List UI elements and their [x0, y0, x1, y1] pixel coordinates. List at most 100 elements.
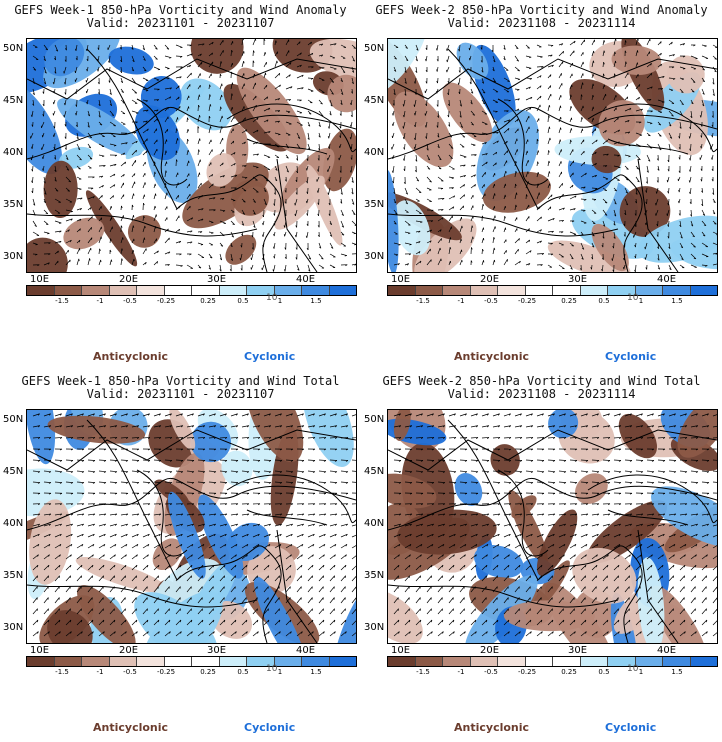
- colorbar-swatch: [470, 657, 498, 666]
- colorbar-tick-label: -1: [457, 668, 465, 676]
- colorbar-swatch: [635, 286, 663, 295]
- vorticity-shading: [27, 410, 356, 643]
- colorbar-swatch: [553, 286, 581, 295]
- colorbar-swatch: [690, 657, 717, 666]
- colorbar-unit: 10: [627, 664, 639, 674]
- latitude-label: 40N: [3, 147, 24, 158]
- colorbar-tick-label: -1.5: [416, 668, 430, 676]
- colorbar-swatch: [525, 657, 553, 666]
- longitude-label: 20E: [480, 645, 500, 656]
- colorbar-swatch: [415, 657, 443, 666]
- colorbar-swatch: [164, 286, 192, 295]
- map-svg: [27, 410, 356, 643]
- latitude-label: 45N: [3, 466, 24, 477]
- colorbar-unit: 10: [627, 293, 639, 303]
- wind-vectors: [391, 39, 717, 272]
- colorbar-swatch: [329, 286, 356, 295]
- colorbar-swatch: [247, 286, 275, 295]
- wind-vectors: [30, 39, 356, 272]
- colorbar-unit: 10: [266, 293, 278, 303]
- map-panel: GEFS Week-2 850-hPa Vorticity and Wind T…: [361, 371, 722, 742]
- latitude-label: 30N: [364, 251, 385, 262]
- map-area: [26, 409, 357, 644]
- colorbar-tick-label: 0.5: [598, 668, 610, 676]
- colorbar-swatch: [415, 286, 443, 295]
- panel-title: GEFS Week-2 850-hPa Vorticity and Wind A…: [375, 3, 708, 17]
- colorbar-swatch: [247, 657, 275, 666]
- colorbar-tick-label: 1.5: [310, 297, 322, 305]
- colorbar-unit: 10: [266, 664, 278, 674]
- colorbar-swatch: [608, 286, 636, 295]
- longitude-label: 30E: [207, 645, 227, 656]
- colorbar-tick-label: -0.25: [517, 668, 537, 676]
- map-svg: [27, 39, 356, 272]
- map-area: [387, 38, 718, 273]
- colorbar-swatch: [109, 657, 137, 666]
- map-panel: GEFS Week-1 850-hPa Vorticity and Wind A…: [0, 0, 361, 371]
- latitude-label: 35N: [3, 199, 24, 210]
- colorbar-swatch: [302, 657, 330, 666]
- cyclonic-label: Cyclonic: [605, 721, 657, 734]
- colorbar-swatch: [137, 657, 165, 666]
- colorbar-tick-label: -0.25: [517, 297, 537, 305]
- colorbar-swatch: [635, 657, 663, 666]
- cyclonic-label: Cyclonic: [244, 350, 296, 363]
- colorbar-swatch: [663, 286, 691, 295]
- colorbar: [26, 285, 357, 296]
- colorbar-tick-label: 0.5: [237, 297, 249, 305]
- colorbar-swatch: [498, 657, 526, 666]
- longitude-label: 10E: [391, 274, 411, 285]
- colorbar-tick-label: -0.5: [484, 297, 498, 305]
- panel-title: GEFS Week-1 850-hPa Vorticity and Wind A…: [14, 3, 347, 17]
- colorbar-tick-label: 0.25: [200, 668, 216, 676]
- panel-valid-dates: Valid: 20231108 - 20231114: [447, 387, 636, 401]
- map-svg: [388, 410, 717, 643]
- colorbar-tick-label: -1: [457, 297, 465, 305]
- colorbar-swatch: [219, 657, 247, 666]
- anticyclonic-label: Anticyclonic: [93, 721, 169, 734]
- anticyclonic-label: Anticyclonic: [93, 350, 169, 363]
- colorbar-tick-label: -1.5: [55, 297, 69, 305]
- vorticity-shading: [388, 410, 717, 643]
- longitude-label: 30E: [568, 274, 588, 285]
- colorbar: [387, 656, 718, 667]
- colorbar-tick-label: 1: [277, 297, 283, 305]
- anticyclonic-label: Anticyclonic: [454, 350, 530, 363]
- colorbar-swatch: [27, 657, 55, 666]
- latitude-label: 35N: [3, 570, 24, 581]
- cyclonic-label: Cyclonic: [244, 721, 296, 734]
- colorbar-tick-label: 1: [638, 297, 644, 305]
- map-area: [387, 409, 718, 644]
- colorbar-tick-label: -0.5: [484, 668, 498, 676]
- latitude-label: 35N: [364, 570, 385, 581]
- colorbar-swatch: [82, 286, 110, 295]
- latitude-label: 50N: [3, 43, 24, 54]
- colorbar-swatch: [553, 657, 581, 666]
- longitude-label: 30E: [207, 274, 227, 285]
- colorbar-tick-label: -1: [96, 668, 104, 676]
- colorbar-tick-label: 0.5: [237, 668, 249, 676]
- longitude-label: 20E: [119, 274, 139, 285]
- colorbar-swatch: [388, 286, 416, 295]
- colorbar-tick-label: 1: [277, 668, 283, 676]
- colorbar-swatch: [274, 657, 302, 666]
- latitude-label: 45N: [3, 95, 24, 106]
- vorticity-shading: [388, 39, 717, 272]
- latitude-label: 40N: [3, 518, 24, 529]
- latitude-label: 35N: [364, 199, 385, 210]
- colorbar-swatch: [580, 657, 608, 666]
- latitude-label: 45N: [364, 466, 385, 477]
- panel-valid-dates: Valid: 20231108 - 20231114: [447, 16, 636, 30]
- latitude-label: 50N: [364, 414, 385, 425]
- colorbar-swatch: [388, 657, 416, 666]
- longitude-label: 10E: [30, 645, 50, 656]
- colorbar-tick-label: -0.25: [156, 297, 176, 305]
- latitude-label: 30N: [3, 251, 24, 262]
- coastlines: [27, 419, 356, 643]
- map-panel: GEFS Week-2 850-hPa Vorticity and Wind A…: [361, 0, 722, 371]
- longitude-label: 10E: [391, 645, 411, 656]
- colorbar-swatch: [137, 286, 165, 295]
- latitude-label: 30N: [3, 622, 24, 633]
- colorbar-swatch: [663, 657, 691, 666]
- colorbar-swatch: [443, 286, 471, 295]
